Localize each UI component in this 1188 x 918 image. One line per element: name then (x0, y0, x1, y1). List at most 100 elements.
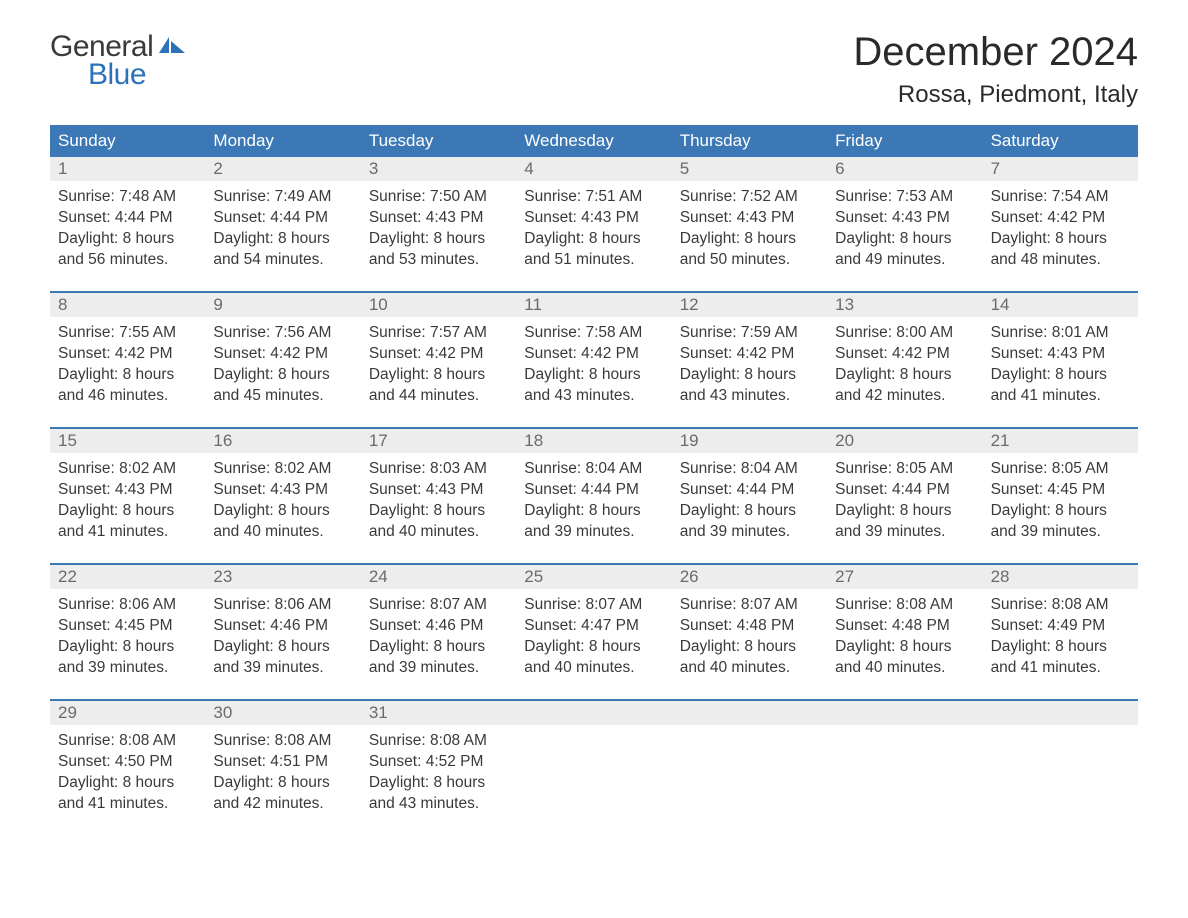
daylight-text: Daylight: 8 hours (524, 501, 663, 522)
daylight-text: and 56 minutes. (58, 250, 197, 271)
daylight-text: and 39 minutes. (524, 522, 663, 543)
daylight-text: Daylight: 8 hours (58, 773, 197, 794)
day-number: 19 (672, 429, 827, 453)
sunset-text: Sunset: 4:48 PM (835, 616, 974, 637)
daylight-text: Daylight: 8 hours (58, 229, 197, 250)
day-number: 21 (983, 429, 1138, 453)
day-number: 9 (205, 293, 360, 317)
day-number: 11 (516, 293, 671, 317)
day-number: 22 (50, 565, 205, 589)
sunrise-text: Sunrise: 7:52 AM (680, 187, 819, 208)
day-number: 13 (827, 293, 982, 317)
day-number: 25 (516, 565, 671, 589)
daylight-text: and 45 minutes. (213, 386, 352, 407)
daylight-text: and 43 minutes. (680, 386, 819, 407)
daylight-text: and 41 minutes. (58, 522, 197, 543)
daylight-text: Daylight: 8 hours (213, 365, 352, 386)
weekday-header-row: Sunday Monday Tuesday Wednesday Thursday… (50, 125, 1138, 157)
daylight-text: Daylight: 8 hours (835, 229, 974, 250)
sunset-text: Sunset: 4:44 PM (213, 208, 352, 229)
sunset-text: Sunset: 4:51 PM (213, 752, 352, 773)
day-cell (827, 725, 982, 821)
day-number-row: 22232425262728 (50, 565, 1138, 589)
day-number: 29 (50, 701, 205, 725)
day-number-row: 293031 (50, 701, 1138, 725)
day-number (827, 701, 982, 725)
day-number: 4 (516, 157, 671, 181)
logo: General Blue (50, 30, 187, 92)
sunrise-text: Sunrise: 8:08 AM (58, 731, 197, 752)
sunrise-text: Sunrise: 8:07 AM (524, 595, 663, 616)
day-number: 8 (50, 293, 205, 317)
daylight-text: Daylight: 8 hours (835, 637, 974, 658)
daylight-text: Daylight: 8 hours (369, 229, 508, 250)
sunrise-text: Sunrise: 8:08 AM (991, 595, 1130, 616)
sunset-text: Sunset: 4:52 PM (369, 752, 508, 773)
daylight-text: and 53 minutes. (369, 250, 508, 271)
sunset-text: Sunset: 4:44 PM (835, 480, 974, 501)
daylight-text: and 40 minutes. (213, 522, 352, 543)
sunrise-text: Sunrise: 7:51 AM (524, 187, 663, 208)
calendar-week: 22232425262728Sunrise: 8:06 AMSunset: 4:… (50, 563, 1138, 685)
day-number: 15 (50, 429, 205, 453)
month-title: December 2024 (853, 30, 1138, 75)
calendar-week: 15161718192021Sunrise: 8:02 AMSunset: 4:… (50, 427, 1138, 549)
sunset-text: Sunset: 4:44 PM (680, 480, 819, 501)
day-number: 30 (205, 701, 360, 725)
sunrise-text: Sunrise: 7:49 AM (213, 187, 352, 208)
daylight-text: Daylight: 8 hours (835, 501, 974, 522)
sunrise-text: Sunrise: 8:04 AM (524, 459, 663, 480)
day-cell: Sunrise: 7:50 AMSunset: 4:43 PMDaylight:… (361, 181, 516, 277)
day-cell: Sunrise: 7:54 AMSunset: 4:42 PMDaylight:… (983, 181, 1138, 277)
daylight-text: Daylight: 8 hours (213, 773, 352, 794)
weekday-header: Saturday (983, 125, 1138, 157)
daylight-text: and 42 minutes. (213, 794, 352, 815)
sunrise-text: Sunrise: 7:55 AM (58, 323, 197, 344)
day-number: 12 (672, 293, 827, 317)
day-number: 17 (361, 429, 516, 453)
day-number: 2 (205, 157, 360, 181)
weekday-header: Thursday (672, 125, 827, 157)
day-cell: Sunrise: 8:08 AMSunset: 4:50 PMDaylight:… (50, 725, 205, 821)
sunrise-text: Sunrise: 8:03 AM (369, 459, 508, 480)
daylight-text: and 39 minutes. (835, 522, 974, 543)
daylight-text: and 40 minutes. (369, 522, 508, 543)
sunrise-text: Sunrise: 8:08 AM (213, 731, 352, 752)
sunset-text: Sunset: 4:46 PM (369, 616, 508, 637)
day-number: 10 (361, 293, 516, 317)
sunrise-text: Sunrise: 8:02 AM (58, 459, 197, 480)
calendar-week: 891011121314Sunrise: 7:55 AMSunset: 4:42… (50, 291, 1138, 413)
daylight-text: and 41 minutes. (991, 658, 1130, 679)
daylight-text: Daylight: 8 hours (524, 229, 663, 250)
sunrise-text: Sunrise: 8:05 AM (835, 459, 974, 480)
sunrise-text: Sunrise: 7:59 AM (680, 323, 819, 344)
daylight-text: and 44 minutes. (369, 386, 508, 407)
daylight-text: Daylight: 8 hours (369, 773, 508, 794)
day-number (672, 701, 827, 725)
day-cell: Sunrise: 8:01 AMSunset: 4:43 PMDaylight:… (983, 317, 1138, 413)
sunset-text: Sunset: 4:46 PM (213, 616, 352, 637)
daylight-text: and 50 minutes. (680, 250, 819, 271)
sunset-text: Sunset: 4:42 PM (991, 208, 1130, 229)
day-number: 16 (205, 429, 360, 453)
title-block: December 2024 Rossa, Piedmont, Italy (853, 30, 1138, 109)
sunrise-text: Sunrise: 7:50 AM (369, 187, 508, 208)
daylight-text: Daylight: 8 hours (369, 365, 508, 386)
day-number (516, 701, 671, 725)
calendar: Sunday Monday Tuesday Wednesday Thursday… (50, 125, 1138, 821)
day-number: 23 (205, 565, 360, 589)
daylight-text: and 40 minutes. (680, 658, 819, 679)
day-number: 24 (361, 565, 516, 589)
daylight-text: and 40 minutes. (835, 658, 974, 679)
day-cell: Sunrise: 7:52 AMSunset: 4:43 PMDaylight:… (672, 181, 827, 277)
day-cell: Sunrise: 7:55 AMSunset: 4:42 PMDaylight:… (50, 317, 205, 413)
sunrise-text: Sunrise: 7:57 AM (369, 323, 508, 344)
sunset-text: Sunset: 4:45 PM (58, 616, 197, 637)
sunset-text: Sunset: 4:44 PM (524, 480, 663, 501)
day-cell (983, 725, 1138, 821)
day-number-row: 1234567 (50, 157, 1138, 181)
day-number: 18 (516, 429, 671, 453)
day-cell: Sunrise: 8:07 AMSunset: 4:47 PMDaylight:… (516, 589, 671, 685)
daylight-text: Daylight: 8 hours (213, 637, 352, 658)
daylight-text: Daylight: 8 hours (991, 501, 1130, 522)
